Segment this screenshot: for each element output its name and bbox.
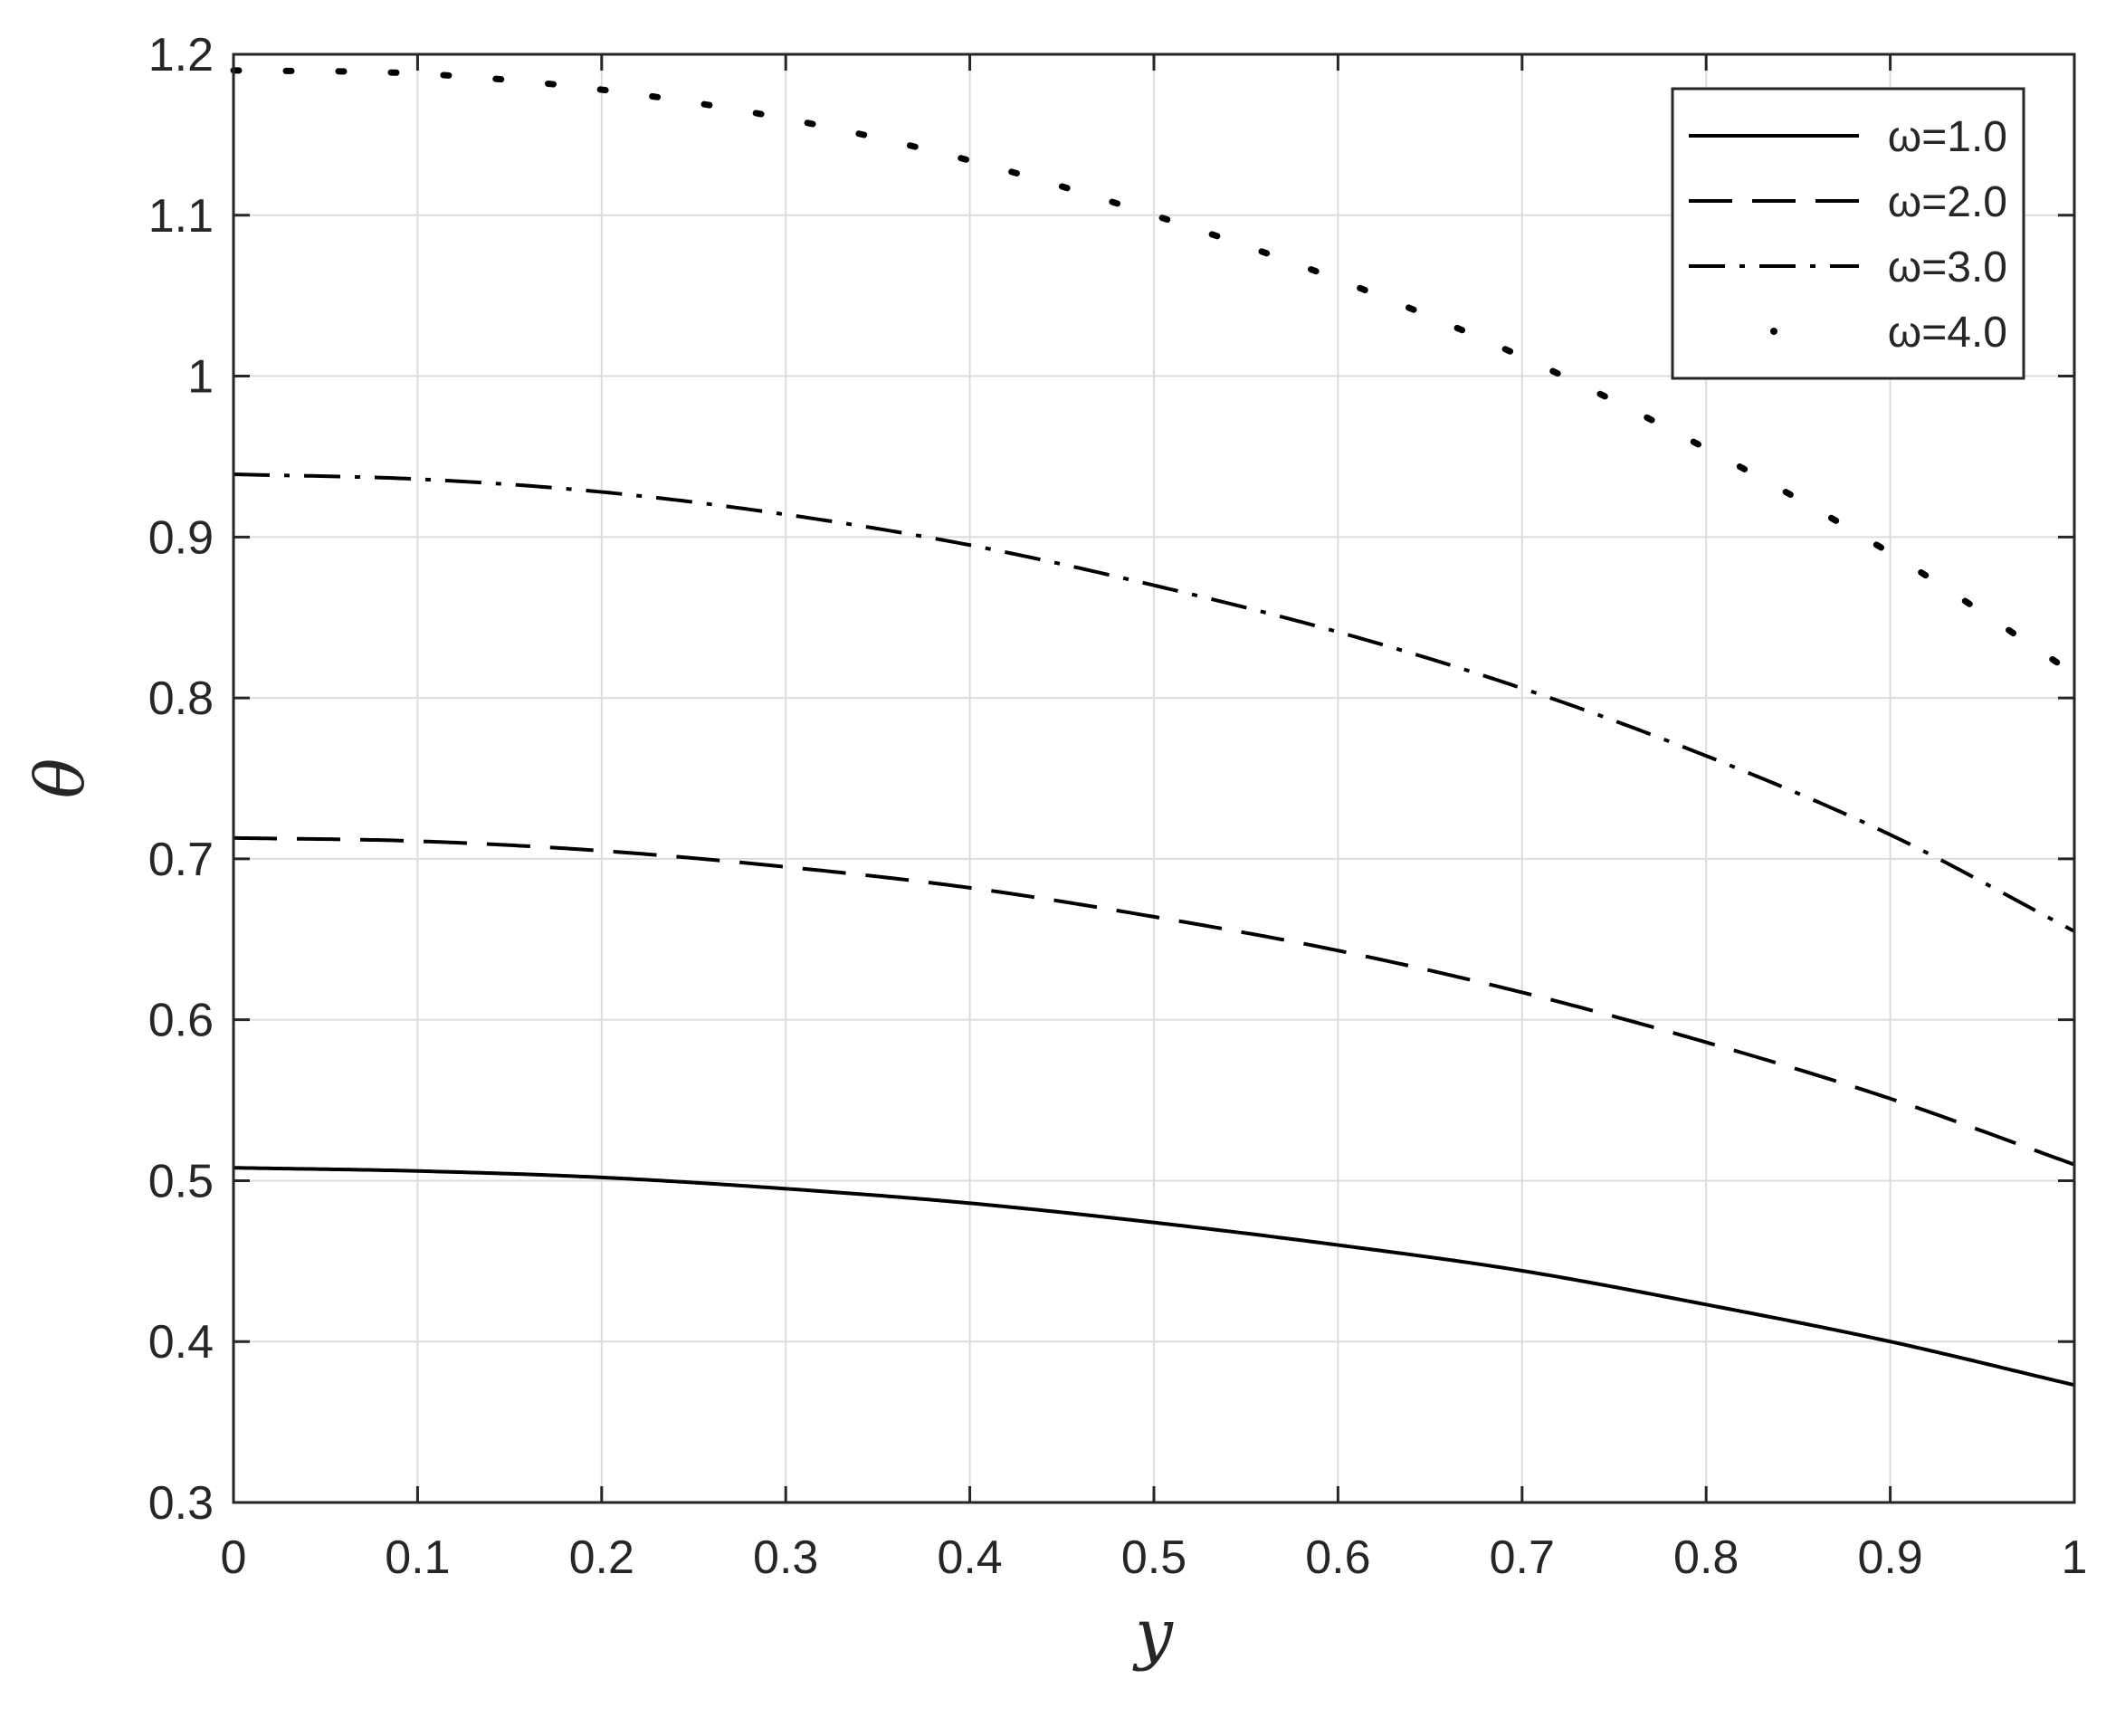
x-tick-label: 0.8 — [1673, 1531, 1739, 1584]
x-tick-label: 0.1 — [385, 1531, 450, 1584]
legend-label: ω=4.0 — [1888, 309, 2007, 357]
y-tick-label: 0.7 — [148, 834, 214, 886]
x-tick-label: 0.5 — [1121, 1531, 1186, 1584]
y-tick-label: 0.4 — [148, 1316, 214, 1369]
tick-group: 0 0.1 0.2 0.3 0.4 0.5 0.6 0.7 0.8 0.9 1 0.3 0.4 0.5 0.… — [148, 29, 2088, 1584]
legend: ω=1.0 ω=2.0 ω=3.0 ω=4.0 — [1671, 87, 2025, 380]
x-tick-label: 0.7 — [1490, 1531, 1555, 1584]
legend-label: ω=2.0 — [1888, 178, 2007, 226]
series-line-3 — [233, 472, 2075, 933]
x-axis-label: y — [1132, 1595, 1174, 1673]
y-tick-label: 0.3 — [148, 1477, 214, 1530]
y-tick-label: 0.9 — [148, 511, 214, 564]
legend-label: ω=1.0 — [1888, 113, 2007, 161]
y-tick-label: 1.2 — [148, 29, 214, 81]
x-tick-label: 1 — [2062, 1531, 2088, 1584]
series-line-2 — [233, 835, 2075, 1167]
legend-swatch — [1770, 328, 1777, 335]
x-tick-label: 0.9 — [1857, 1531, 1922, 1584]
x-tick-label: 0.4 — [937, 1531, 1002, 1584]
x-tick-label: 0.2 — [569, 1531, 634, 1584]
x-tick-label: 0 — [221, 1531, 247, 1584]
y-tick-label: 0.6 — [148, 995, 214, 1047]
legend-label: ω=3.0 — [1888, 243, 2007, 291]
x-tick-label: 0.3 — [753, 1531, 818, 1584]
y-axis-label: θ — [22, 758, 100, 799]
x-tick-label: 0.6 — [1305, 1531, 1370, 1584]
series-group — [230, 67, 2078, 1388]
y-tick-label: 1 — [187, 351, 214, 404]
y-tick-label: 0.5 — [148, 1155, 214, 1207]
series-line-1 — [233, 1166, 2075, 1388]
y-tick-label: 0.8 — [148, 672, 214, 725]
y-tick-label: 1.1 — [148, 190, 214, 243]
